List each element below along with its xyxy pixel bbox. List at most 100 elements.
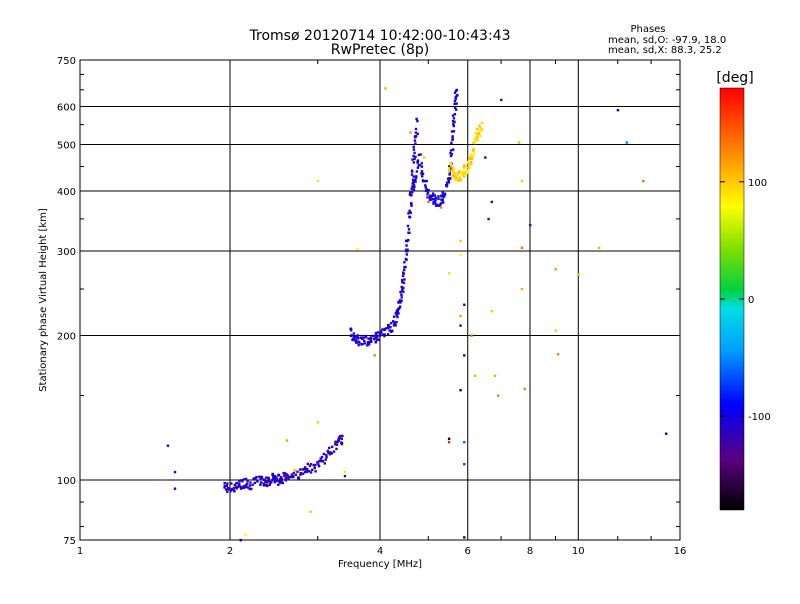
data-point bbox=[406, 224, 410, 228]
y-axis-label: Stationary phase Virtual Height [km] bbox=[38, 208, 49, 392]
data-point bbox=[411, 178, 415, 181]
data-point bbox=[246, 482, 249, 485]
data-point bbox=[441, 198, 444, 201]
data-point bbox=[238, 479, 241, 483]
data-point bbox=[277, 479, 281, 482]
data-point bbox=[420, 165, 424, 168]
data-point bbox=[389, 326, 392, 329]
data-point bbox=[367, 337, 370, 340]
data-point bbox=[273, 481, 276, 484]
data-point bbox=[373, 354, 376, 357]
data-point bbox=[256, 480, 259, 483]
data-point bbox=[405, 258, 408, 261]
data-point bbox=[450, 153, 453, 156]
data-point bbox=[429, 198, 432, 201]
data-point bbox=[227, 488, 230, 491]
colorbar-tick-label: 0 bbox=[748, 295, 754, 306]
data-point bbox=[244, 533, 248, 536]
data-point bbox=[275, 479, 278, 483]
data-point bbox=[370, 336, 373, 339]
data-point bbox=[459, 253, 462, 256]
y-tick-label: 750 bbox=[57, 56, 76, 67]
data-point bbox=[480, 121, 484, 125]
x-tick-label: 8 bbox=[527, 546, 533, 557]
data-point bbox=[470, 157, 474, 161]
data-point bbox=[476, 138, 479, 142]
data-point bbox=[427, 189, 430, 192]
data-point bbox=[408, 215, 411, 218]
data-point bbox=[462, 164, 466, 167]
data-point bbox=[316, 421, 320, 424]
data-point bbox=[242, 484, 245, 488]
data-point bbox=[266, 484, 269, 488]
data-point bbox=[455, 176, 458, 179]
data-point bbox=[453, 168, 456, 171]
data-point bbox=[462, 166, 466, 169]
data-point bbox=[327, 451, 331, 455]
data-point bbox=[279, 475, 283, 479]
data-point bbox=[306, 462, 309, 466]
data-point bbox=[370, 340, 373, 343]
data-point bbox=[411, 185, 414, 188]
data-point bbox=[447, 272, 451, 275]
data-point bbox=[268, 483, 271, 486]
data-point bbox=[421, 180, 425, 183]
data-point bbox=[381, 328, 384, 331]
data-point bbox=[392, 320, 395, 323]
data-point bbox=[448, 169, 451, 172]
data-point bbox=[238, 484, 241, 488]
data-point bbox=[398, 299, 402, 302]
data-point bbox=[286, 474, 290, 477]
data-point bbox=[239, 485, 243, 489]
data-point bbox=[414, 155, 417, 159]
data-point bbox=[452, 124, 455, 128]
data-point bbox=[267, 480, 270, 483]
data-point bbox=[456, 94, 459, 97]
data-point bbox=[280, 479, 283, 482]
data-point bbox=[383, 334, 386, 338]
data-point bbox=[451, 138, 454, 141]
data-point bbox=[301, 468, 304, 471]
data-point bbox=[299, 472, 302, 475]
data-point bbox=[166, 444, 170, 447]
data-point bbox=[453, 175, 456, 178]
data-point bbox=[317, 465, 321, 468]
data-point bbox=[451, 169, 454, 172]
data-point bbox=[271, 472, 274, 476]
data-point bbox=[263, 484, 266, 487]
data-point bbox=[294, 473, 298, 476]
data-point bbox=[340, 442, 344, 445]
data-point bbox=[362, 336, 365, 339]
data-point bbox=[410, 203, 413, 206]
data-point bbox=[474, 136, 477, 139]
data-point bbox=[423, 179, 426, 183]
data-point bbox=[439, 202, 442, 206]
data-point bbox=[433, 201, 437, 204]
data-point bbox=[397, 300, 401, 303]
data-point bbox=[292, 475, 295, 479]
phases-o-stats: mean, sd,O: -97.9, 18.0 bbox=[608, 35, 726, 46]
data-point bbox=[463, 463, 466, 466]
data-point bbox=[383, 328, 386, 332]
data-point bbox=[472, 147, 475, 151]
data-point bbox=[284, 477, 287, 480]
data-point bbox=[283, 471, 286, 475]
data-point bbox=[319, 459, 322, 463]
data-point bbox=[420, 170, 424, 173]
data-point bbox=[412, 145, 415, 149]
data-point bbox=[463, 536, 466, 539]
data-point bbox=[325, 456, 328, 459]
data-point bbox=[384, 87, 387, 90]
data-point bbox=[520, 288, 524, 291]
data-point bbox=[392, 315, 396, 318]
data-point bbox=[285, 473, 288, 476]
data-point bbox=[453, 91, 457, 94]
data-point bbox=[253, 481, 256, 485]
data-point bbox=[399, 291, 402, 294]
data-point bbox=[431, 194, 434, 198]
data-point bbox=[410, 187, 413, 190]
data-point bbox=[445, 185, 448, 188]
data-point bbox=[273, 478, 277, 482]
data-point bbox=[354, 335, 357, 339]
data-point bbox=[353, 338, 356, 341]
